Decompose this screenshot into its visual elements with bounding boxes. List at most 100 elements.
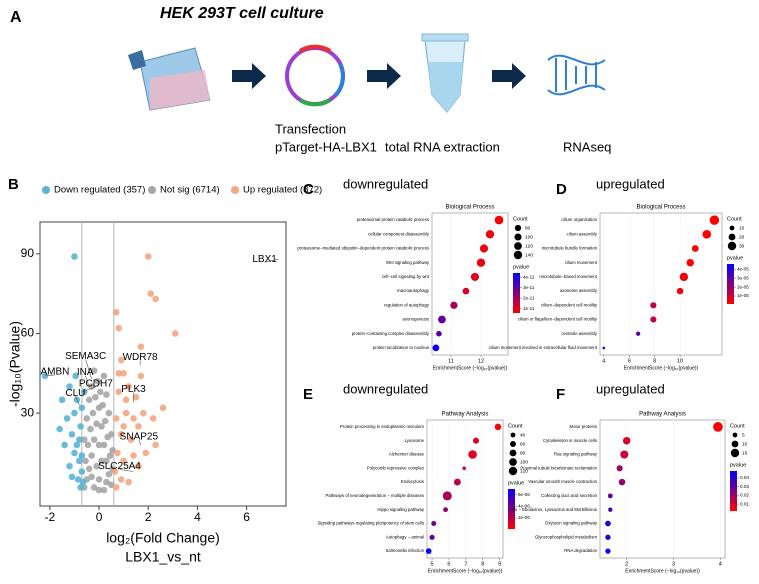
point xyxy=(85,465,93,473)
size-legend-label: 15 xyxy=(742,450,748,456)
point xyxy=(115,369,123,377)
y-axis-label: -log₁₀(Pvalue) xyxy=(7,321,23,407)
category-label: Hippo signaling pathway xyxy=(377,507,424,512)
point xyxy=(66,462,73,470)
category-label: Endocytosis xyxy=(401,479,424,484)
point xyxy=(56,425,63,433)
point xyxy=(117,431,125,438)
point xyxy=(88,473,95,481)
point xyxy=(112,415,120,422)
plot-frame xyxy=(39,221,287,507)
chart-title: Pathway Analysis xyxy=(442,412,489,418)
dot xyxy=(686,258,694,267)
color-legend-label: 0.04 xyxy=(740,475,749,480)
dot xyxy=(702,229,712,239)
category-label: Protein processing in endoplasmic reticu… xyxy=(340,424,424,429)
point xyxy=(84,441,92,449)
point xyxy=(140,409,147,417)
color-legend-title: pvalue xyxy=(508,480,524,486)
point xyxy=(111,468,119,475)
dot xyxy=(450,301,458,309)
annotation-label: WDR78 xyxy=(123,352,158,363)
legend-swatch xyxy=(42,186,50,194)
size-legend-title: Count xyxy=(508,423,523,429)
color-bar xyxy=(727,264,734,304)
y-tick-label: 60 xyxy=(21,326,35,340)
x-axis-label: EnrichmentScore (−log₁₀(pvalue)) xyxy=(624,365,699,371)
panel-label: E xyxy=(303,386,313,403)
point xyxy=(96,388,104,396)
x-axis-label: EnrichmentScore (−log₁₀(pvalue)) xyxy=(428,568,503,574)
point xyxy=(130,415,137,422)
size-legend-swatch xyxy=(509,458,517,466)
point xyxy=(72,372,79,380)
chart-title: Pathway Analysis xyxy=(639,412,686,418)
point xyxy=(77,484,84,491)
plot-frame xyxy=(426,419,504,559)
category-label: cellular component disassembly xyxy=(368,231,430,236)
color-legend-label: 0.01 xyxy=(740,501,749,506)
point xyxy=(95,476,103,483)
flask-icon xyxy=(128,47,211,111)
size-legend-title: Count xyxy=(730,423,745,429)
size-legend-label: 10 xyxy=(742,441,748,447)
category-label: Glycerophospholipid metabolism xyxy=(535,534,598,539)
category-label: Lysosome xyxy=(405,438,425,443)
category-label: centriole assembly xyxy=(561,331,597,336)
dot xyxy=(635,331,641,336)
dot xyxy=(494,215,504,225)
category-label: cilium movement xyxy=(565,260,598,265)
point xyxy=(66,383,73,390)
point xyxy=(127,436,135,443)
point xyxy=(108,481,115,489)
x-tick-label: 9 xyxy=(498,561,501,567)
point xyxy=(79,478,87,486)
point xyxy=(117,356,125,364)
size-legend-label: 80 xyxy=(520,450,526,456)
x-tick-label: 5 xyxy=(431,561,434,567)
dot xyxy=(605,548,611,554)
category-label: Signaling pathways regulating pluripoten… xyxy=(317,521,424,526)
color-legend-label: 3e-11 xyxy=(523,285,535,290)
category-label: Oxytocin signaling pathway xyxy=(545,521,598,526)
category-label: proteasomal protein catabolic process xyxy=(357,217,429,222)
legend-swatch xyxy=(231,186,239,194)
point xyxy=(101,417,109,425)
dot xyxy=(691,245,699,252)
x-tick-label: 7 xyxy=(464,561,467,567)
annotation-leader xyxy=(85,359,92,379)
size-legend-label: 100 xyxy=(520,459,528,465)
y-tick-label: 90 xyxy=(21,246,35,260)
category-label: Proximal tubule bicarbonate reclamation xyxy=(520,465,597,470)
dot xyxy=(709,215,720,225)
point xyxy=(115,388,123,396)
point xyxy=(149,415,157,422)
x-axis-label: EnrichmentScore (−log₁₀(pvalue)) xyxy=(625,568,700,574)
category-label: Ras signaling pathway xyxy=(554,452,598,457)
dot xyxy=(618,478,626,486)
plot-frame xyxy=(431,212,509,356)
dot xyxy=(608,507,613,512)
dot xyxy=(442,491,452,501)
x-tick-label: 6 xyxy=(447,561,450,567)
dot xyxy=(602,346,606,350)
category-label: protein localization to nucleus xyxy=(373,345,429,350)
panel-heading: downregulated xyxy=(343,381,428,396)
size-legend-label: 60 xyxy=(520,441,526,447)
annotation-leader xyxy=(44,374,55,377)
category-label: Alzheimer disease xyxy=(389,452,425,457)
x-tick-label: 4 xyxy=(602,358,605,364)
annotation-label: AMBN xyxy=(40,367,69,378)
dot xyxy=(676,287,684,295)
panel-label: F xyxy=(556,386,565,403)
point xyxy=(93,462,100,470)
point xyxy=(103,391,110,398)
x-tick-label: 6 xyxy=(243,510,250,524)
size-legend-swatch xyxy=(513,250,523,260)
point xyxy=(125,478,132,486)
dot xyxy=(443,507,449,513)
point xyxy=(98,457,105,465)
category-label: Motor proteins xyxy=(570,424,597,429)
dot xyxy=(485,230,495,239)
point xyxy=(122,396,130,404)
